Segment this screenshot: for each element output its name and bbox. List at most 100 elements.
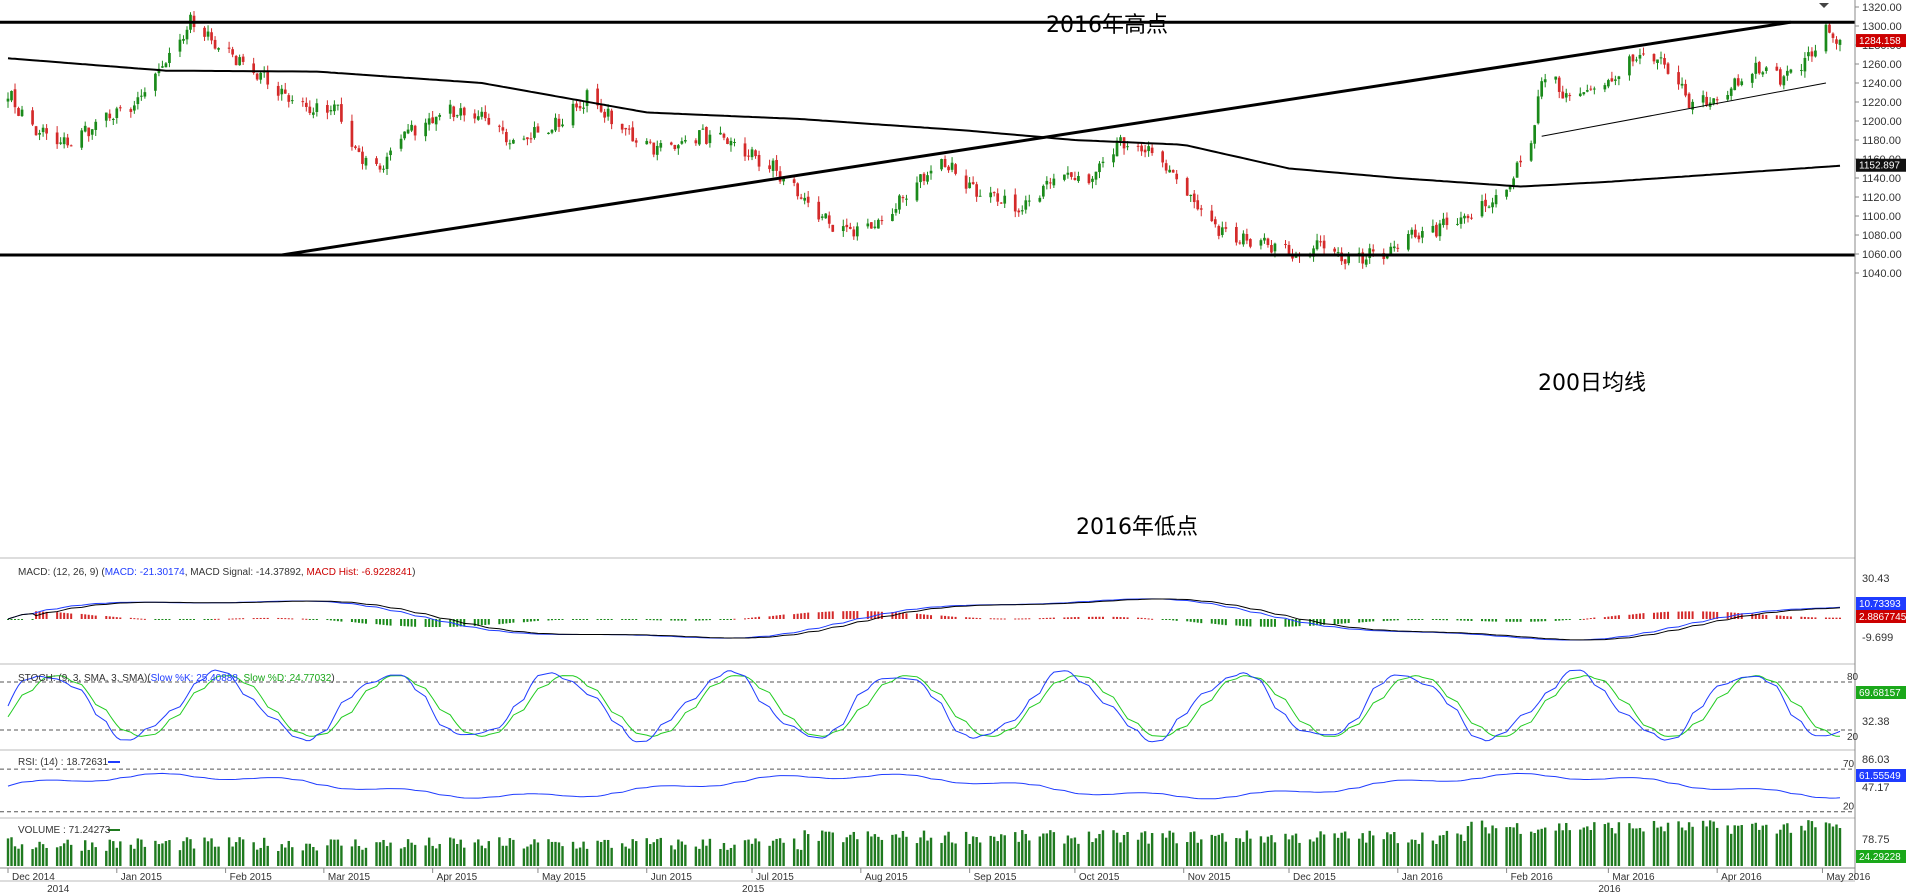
- macd-hist-bar: [1161, 619, 1164, 620]
- candle-body: [185, 29, 189, 40]
- candle-body: [62, 137, 66, 145]
- price-tick-label: 1260.00: [1862, 59, 1902, 71]
- macd-hist-bar: [45, 611, 48, 619]
- macd-hist-bar: [1386, 619, 1389, 621]
- volume-bar: [768, 845, 771, 866]
- macd-hist-bar: [1540, 619, 1543, 622]
- macd-hist-bar: [1835, 617, 1838, 619]
- volume-bar: [1336, 837, 1340, 866]
- volume-bar: [291, 847, 294, 866]
- volume-bar: [989, 835, 992, 866]
- month-label: May 2015: [542, 872, 586, 883]
- volume-bar: [1807, 820, 1810, 866]
- candle-body: [1786, 70, 1789, 76]
- candle-body: [1171, 169, 1175, 173]
- candle-body: [382, 168, 385, 170]
- candle-body: [69, 145, 73, 147]
- macd-hist-bar: [694, 619, 697, 621]
- candle-body: [1189, 194, 1193, 197]
- macd-hist-bar: [1516, 619, 1519, 622]
- volume-bar: [624, 846, 627, 866]
- volume-bar: [1245, 830, 1249, 866]
- macd-hist-bar: [1754, 613, 1757, 619]
- volume-bar: [413, 844, 417, 866]
- macd-hist-bar: [1558, 619, 1561, 621]
- candle-body: [1340, 252, 1343, 262]
- macd-hist-bar: [105, 615, 108, 619]
- macd-hist-bar: [1495, 619, 1498, 622]
- candle-body: [459, 108, 463, 116]
- macd-hist-bar: [1042, 618, 1045, 620]
- candle-body: [648, 141, 652, 143]
- rsi-line: [7, 772, 1841, 800]
- candle-body: [989, 192, 993, 198]
- candle-body: [1445, 217, 1449, 226]
- candle-body: [259, 72, 263, 80]
- candle-body: [59, 142, 62, 144]
- volume-bar: [1687, 822, 1691, 866]
- macd-hist-bar: [1337, 619, 1340, 625]
- macd-hist-bar: [898, 612, 901, 619]
- macd-tag-bg: [1856, 597, 1906, 610]
- ma200-line: [7, 57, 1841, 188]
- macd-hist-bar: [407, 619, 410, 627]
- volume-bar: [1028, 840, 1031, 866]
- volume-bar: [280, 844, 283, 866]
- macd-hist-bar: [259, 617, 262, 619]
- volume-bar: [578, 847, 582, 866]
- volume-bar: [1779, 829, 1782, 866]
- volume-bar: [1091, 842, 1094, 866]
- volume-bar: [1442, 834, 1445, 866]
- candle-body: [606, 108, 610, 117]
- candle-body: [115, 108, 119, 119]
- candle-body: [954, 164, 957, 174]
- volume-bar: [792, 838, 796, 866]
- macd-hist-bar: [831, 611, 834, 619]
- candle-body: [111, 118, 115, 120]
- macd-hist-bar: [1003, 618, 1006, 620]
- macd-hist-bar: [242, 618, 245, 620]
- macd-hist-bar: [803, 612, 806, 619]
- candle-body: [1557, 77, 1561, 92]
- candle-body: [1150, 147, 1154, 154]
- macd-hist-bar: [1000, 618, 1003, 620]
- candle-body: [55, 132, 59, 145]
- macd-hist-bar: [31, 619, 34, 620]
- macd-hist-bar: [284, 618, 287, 620]
- volume-bar: [105, 850, 108, 866]
- volume-bar: [1628, 823, 1631, 866]
- macd-hist-bar: [326, 619, 329, 621]
- volume-bar: [964, 831, 968, 866]
- macd-hist-bar: [915, 613, 918, 619]
- macd-hist-bar: [635, 619, 638, 620]
- volume-bar: [726, 849, 729, 866]
- month-label: Jan 2016: [1402, 872, 1444, 883]
- macd-hist-bar: [1358, 619, 1361, 623]
- candle-body: [729, 140, 733, 146]
- candle-body: [1199, 208, 1203, 210]
- candle-body: [915, 182, 919, 201]
- volume-bar: [59, 846, 62, 866]
- volume-bar: [627, 848, 631, 866]
- volume-bar: [1259, 836, 1263, 866]
- candle-body: [1519, 160, 1522, 163]
- macd-hist-bar: [1245, 619, 1248, 627]
- candle-body: [803, 197, 807, 201]
- macd-hist-bar: [708, 619, 711, 621]
- macd-hist-bar: [185, 619, 188, 620]
- macd-hist-bar: [382, 619, 385, 625]
- month-label: Jul 2015: [756, 872, 794, 883]
- macd-hist-bar: [263, 617, 266, 619]
- volume-bar: [828, 831, 831, 866]
- volume-bar: [992, 836, 996, 866]
- candle-body: [1687, 93, 1691, 109]
- candle-body: [652, 142, 656, 155]
- candle-body: [1466, 215, 1470, 219]
- volume-bar: [645, 838, 648, 866]
- candle-body: [722, 133, 726, 138]
- macd-hist-bar: [1284, 619, 1287, 627]
- candle-body: [901, 197, 905, 199]
- chevron-down-icon[interactable]: [1819, 3, 1829, 8]
- macd-hist-bar: [779, 614, 782, 619]
